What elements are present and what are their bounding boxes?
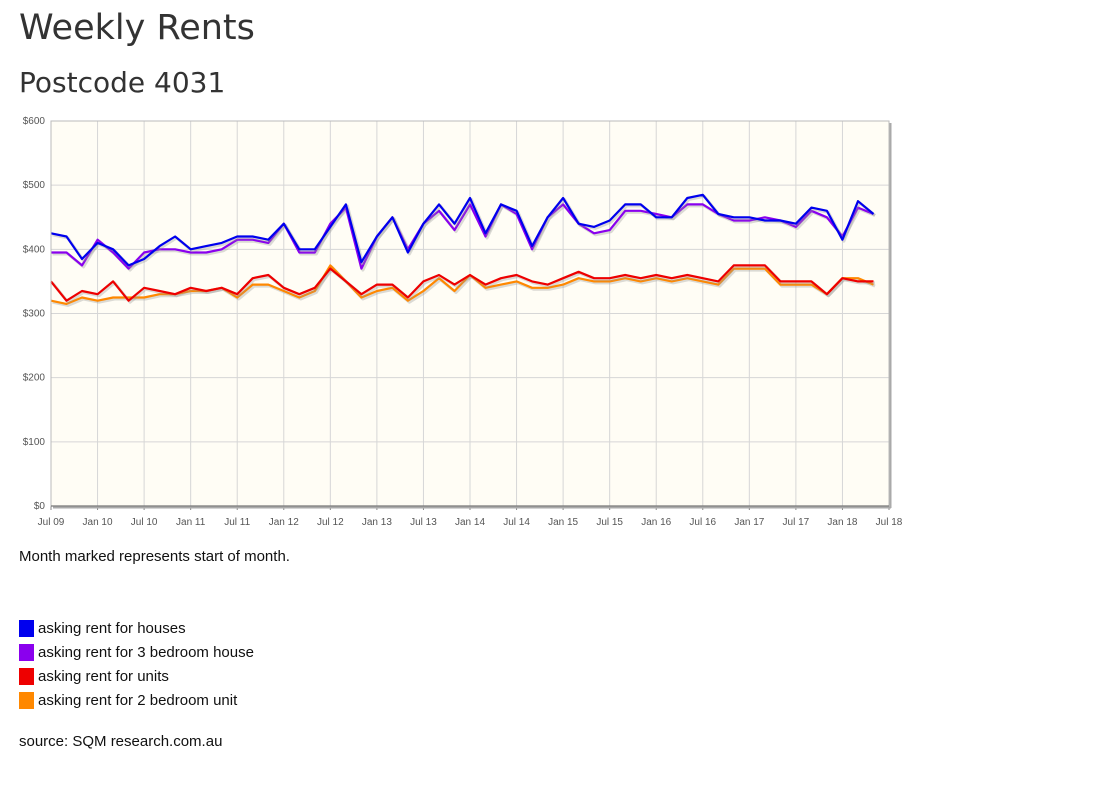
legend-swatch-3-bedroom-house <box>19 643 34 661</box>
page-title: Weekly Rents <box>19 8 255 48</box>
chart-note: Month marked represents start of month. <box>19 548 290 565</box>
legend-swatch-houses <box>19 619 34 637</box>
x-tick-label: Jan 17 <box>734 517 764 528</box>
x-tick-label: Jul 09 <box>38 517 65 528</box>
x-tick-label: Jan 10 <box>83 517 113 528</box>
page-subtitle: Postcode 4031 <box>19 66 226 99</box>
x-tick-label: Jan 16 <box>641 517 671 528</box>
x-tick-label: Jul 14 <box>503 517 530 528</box>
legend-item-3-bedroom-house: asking rent for 3 bedroom house <box>19 640 254 664</box>
series-shadow <box>51 265 875 304</box>
x-tick-label: Jul 15 <box>596 517 623 528</box>
series-line-asking-rent-for-units <box>50 264 874 302</box>
legend-label-units: asking rent for units <box>38 667 169 685</box>
x-tick-label: Jul 17 <box>783 517 810 528</box>
x-tick-label: Jul 18 <box>876 517 903 528</box>
legend-item-units: asking rent for units <box>19 664 254 688</box>
x-tick-label: Jul 11 <box>224 517 250 528</box>
x-tick-label: Jan 18 <box>827 517 857 528</box>
x-tick-label: Jul 16 <box>689 517 716 528</box>
legend-label-3-bedroom-house: asking rent for 3 bedroom house <box>38 643 254 661</box>
y-tick-label: $500 <box>23 180 46 191</box>
y-tick-label: $300 <box>23 309 46 320</box>
series-shadow <box>52 204 876 272</box>
chart-legend: asking rent for houses asking rent for 3… <box>19 616 254 712</box>
x-tick-label: Jul 10 <box>131 517 158 528</box>
x-tick-label: Jan 14 <box>455 517 485 528</box>
legend-item-2-bedroom-unit: asking rent for 2 bedroom unit <box>19 688 254 712</box>
y-tick-label: $200 <box>23 373 46 384</box>
series-line-asking-rent-for-3-bedroom-house <box>51 203 874 270</box>
rent-line-chart: $0 $100 $200 $300 $400 $500 $600 Jul 09 Jan 10 J… <box>23 116 903 528</box>
y-tick-label: $400 <box>23 244 46 255</box>
x-tick-label: Jan 12 <box>269 517 299 528</box>
y-tick-label: $0 <box>34 501 46 512</box>
x-tick-label: Jan 15 <box>548 517 578 528</box>
legend-label-2-bedroom-unit: asking rent for 2 bedroom unit <box>38 691 238 709</box>
series-shadow <box>52 265 876 307</box>
source-note: source: SQM research.com.au <box>19 733 223 750</box>
y-tick-label: $600 <box>23 116 46 127</box>
series-line-asking-rent-for-2-bedroom-unit <box>50 264 874 305</box>
series-line-asking-rent-for-houses <box>50 193 875 267</box>
legend-item-houses: asking rent for houses <box>19 616 254 640</box>
y-tick-label: $100 <box>23 437 46 448</box>
x-tick-label: Jan 13 <box>362 517 392 528</box>
legend-swatch-units <box>19 667 34 685</box>
legend-label-houses: asking rent for houses <box>38 619 186 637</box>
x-tick-label: Jul 13 <box>410 517 437 528</box>
legend-swatch-2-bedroom-unit <box>19 691 34 709</box>
x-tick-label: Jul 12 <box>317 517 344 528</box>
x-tick-label: Jan 11 <box>176 517 206 528</box>
